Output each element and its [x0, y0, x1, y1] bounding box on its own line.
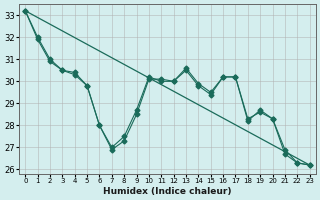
X-axis label: Humidex (Indice chaleur): Humidex (Indice chaleur)	[103, 187, 232, 196]
